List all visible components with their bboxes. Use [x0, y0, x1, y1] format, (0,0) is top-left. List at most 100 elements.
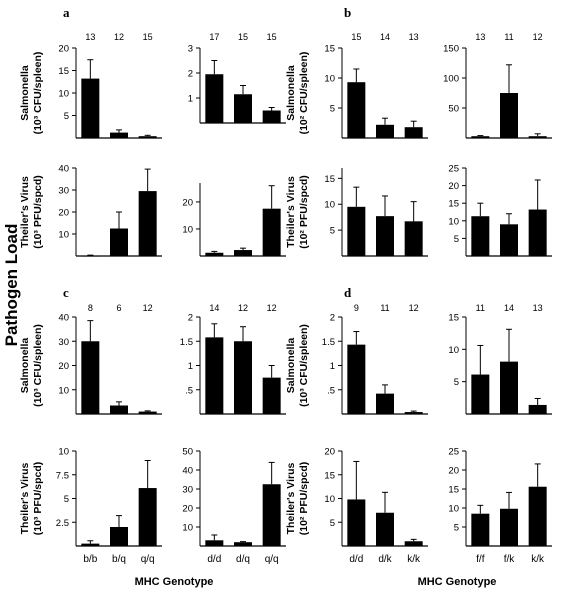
- bar: [404, 127, 423, 138]
- y-axis-units: (10² PFU/spcd): [298, 462, 310, 536]
- y-tick-label: 25: [448, 164, 459, 175]
- y-tick-label: 5: [454, 523, 459, 534]
- bar: [376, 512, 394, 546]
- y-tick-label: 10: [448, 216, 459, 227]
- sample-size-label: 12: [533, 32, 543, 42]
- panel-letter-b: b: [344, 5, 351, 20]
- bar: [262, 208, 281, 256]
- chart-d-tv-2: 5 10 15 20 25 f/f f/k k/k: [448, 447, 552, 565]
- y-axis-units: (10³ PFU/spcd): [32, 175, 44, 249]
- panel-letter-a: a: [63, 5, 70, 20]
- y-tick-label: 40: [58, 164, 69, 175]
- bar: [138, 191, 157, 256]
- chart-a-sal-1: 5 10 15 20 13 12 15 Salmonella (10³ CFU/spleen): [19, 32, 162, 139]
- bar: [528, 136, 547, 138]
- bar: [110, 132, 128, 138]
- panel-letter-c: c: [63, 285, 69, 300]
- category-label: d/q: [236, 554, 250, 565]
- y-tick-label: 20: [58, 44, 69, 55]
- y-tick-label: 20: [448, 181, 459, 192]
- y-axis-units: (10³ CFU/spleen): [32, 324, 44, 407]
- bar: [528, 404, 547, 414]
- category-label: f/f: [476, 554, 485, 565]
- y-tick-label: 30: [58, 337, 69, 348]
- bar: [110, 405, 128, 414]
- sample-size-label: 14: [504, 303, 514, 313]
- sample-size-label: 9: [354, 303, 359, 313]
- bar: [404, 221, 423, 256]
- y-axis-units: (10³ CFU/spleen): [32, 52, 44, 135]
- y-tick-label: 10: [448, 345, 459, 356]
- bar: [234, 341, 252, 414]
- sample-size-label: 15: [267, 32, 277, 42]
- y-tick-label: 40: [182, 466, 193, 477]
- chart-a-tv-2: 10 20: [182, 183, 286, 257]
- y-tick-label: 5: [64, 111, 69, 122]
- bar: [376, 393, 394, 414]
- sample-size-label: 12: [143, 303, 153, 313]
- y-tick-label: 20: [182, 504, 193, 515]
- category-label: k/k: [407, 554, 421, 565]
- sample-size-label: 17: [209, 32, 219, 42]
- y-tick-label: 20: [58, 208, 69, 219]
- category-label: q/q: [265, 554, 279, 565]
- category-label: d/d: [349, 554, 363, 565]
- bar: [234, 250, 252, 256]
- sample-size-label: 6: [116, 303, 121, 313]
- bar: [404, 541, 423, 546]
- y-axis-units: (10³ PFU/spcd): [32, 462, 44, 536]
- y-tick-label: 5: [454, 377, 459, 388]
- chart-c-sal-1: 10 20 30 40 8 6 12 Salmonella (10³ CFU/spleen): [19, 303, 162, 415]
- sample-size-label: 12: [238, 303, 248, 313]
- y-tick-label: 25: [448, 447, 459, 458]
- y-axis-units: (10² CFU/spleen): [298, 52, 310, 135]
- bar: [262, 484, 281, 546]
- bar: [471, 374, 490, 414]
- chart-a-tv-1: 10 20 30 40 Theiler's Virus (10³ PFU/spcd): [19, 164, 162, 257]
- sample-size-label: 14: [209, 303, 219, 313]
- bar: [528, 209, 547, 256]
- y-axis-title: Theiler's Virus: [19, 176, 31, 248]
- bar: [500, 224, 518, 256]
- y-axis-title: Theiler's Virus: [19, 462, 31, 534]
- y-tick-label: 10: [58, 89, 69, 100]
- x-axis-label-left: MHC Genotype: [135, 576, 214, 588]
- y-axis-title: Salmonella: [285, 338, 297, 394]
- chart-b-tv-1: 5 10 15 Theiler's Virus (10² PFU/spcd): [285, 168, 428, 257]
- y-axis-title: Theiler's Virus: [285, 462, 297, 534]
- y-axis-title: Salmonella: [19, 338, 31, 394]
- bar: [347, 499, 366, 546]
- sample-size-label: 12: [267, 303, 277, 313]
- y-tick-label: 10: [58, 385, 69, 396]
- y-tick-label: 50: [182, 447, 193, 458]
- sample-size-label: 13: [533, 303, 543, 313]
- bar: [205, 337, 224, 414]
- y-tick-label: 15: [448, 313, 459, 324]
- sample-size-label: 12: [114, 32, 124, 42]
- y-tick-label: 3: [188, 44, 193, 55]
- bar: [138, 411, 157, 414]
- y-tick-label: 2: [188, 313, 193, 324]
- y-axis-title: Salmonella: [285, 65, 297, 121]
- chart-d-sal-2: 5 10 15 11 14 13: [448, 303, 552, 415]
- y-tick-label: 15: [324, 470, 335, 481]
- sample-size-label: 12: [409, 303, 419, 313]
- y-tick-label: 40: [58, 313, 69, 324]
- chart-d-tv-1: 5 10 15 20 d/d d/k k/k Theiler's Virus (10² PFU/…: [285, 447, 428, 565]
- bar: [205, 252, 224, 256]
- bar: [404, 412, 423, 414]
- sample-size-label: 15: [143, 32, 153, 42]
- bar: [234, 542, 252, 546]
- category-label: q/q: [141, 554, 155, 565]
- y-tick-label: 1: [188, 94, 193, 105]
- y-tick-label: 20: [448, 466, 459, 477]
- y-tick-label: 5: [454, 234, 459, 245]
- bar: [81, 78, 100, 138]
- chart-c-tv-1: 2.5 5 7.5 10 b/b b/q q/q Theiler's Virus (10³ PF…: [19, 447, 162, 565]
- y-tick-label: .5: [327, 385, 335, 396]
- category-label: f/k: [504, 554, 516, 565]
- sample-size-label: 11: [476, 303, 485, 313]
- y-tick-label: 15: [448, 485, 459, 496]
